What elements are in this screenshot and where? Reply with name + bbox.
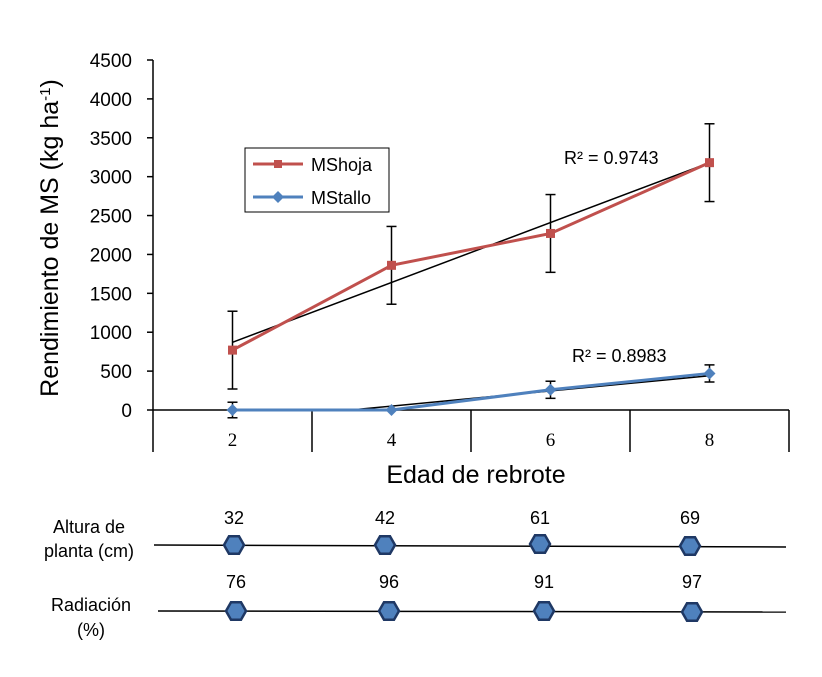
hexagon-marker-altura — [222, 535, 246, 555]
y-axis-title-sup: -1 — [37, 88, 54, 101]
value-label-altura: 61 — [530, 508, 550, 528]
y-axis-title-close: ) — [36, 79, 64, 87]
hexagon-marker-altura — [373, 535, 397, 555]
hexagon-marker-radiacion — [532, 601, 556, 621]
x-axis-title: Edad de rebrote — [386, 461, 565, 489]
legend-box — [244, 147, 390, 213]
series-line-mshoja — [231, 161, 711, 352]
r2-label-mshoja: R² = 0.9743 — [564, 148, 659, 168]
value-label-altura: 42 — [375, 508, 395, 528]
x-tick-label: 8 — [705, 430, 715, 451]
chart-axes — [152, 60, 790, 452]
y-tick-label: 1500 — [90, 284, 132, 305]
row-items-radiacion: 76 96 91 97 — [224, 572, 704, 622]
y-axis-title: Rendimiento de MS (kg ha-1) — [36, 79, 64, 397]
legend-label-mstallo: MStallo — [311, 188, 371, 208]
hexagon-marker-radiacion — [680, 602, 704, 622]
point-mstallo — [226, 404, 239, 416]
y-tick-label: 0 — [121, 401, 132, 422]
point-mstallo — [703, 367, 716, 380]
point-mshoja — [228, 345, 237, 355]
legend-label-mshoja: MShoja — [311, 155, 373, 175]
value-label-radiacion: 97 — [682, 572, 702, 592]
value-label-altura: 32 — [224, 508, 244, 528]
series-lines — [231, 161, 711, 412]
hexagon-marker-radiacion — [377, 601, 401, 621]
point-mshoja — [546, 228, 555, 238]
point-mstallo — [544, 383, 557, 396]
y-tick-label: 1000 — [90, 323, 132, 344]
y-tick-label: 4000 — [90, 90, 132, 111]
bottom-row-altura: Altura de planta (cm) 32 42 61 69 — [44, 508, 787, 561]
hexagon-marker-altura — [678, 536, 702, 556]
legend: MShoja MStallo — [244, 147, 390, 213]
legend-marker-mshoja — [274, 160, 282, 168]
y-axis-title-main: Rendimiento de MS (kg ha — [36, 101, 64, 397]
y-axis-ticks: 4500 4000 3500 3000 2500 2000 1500 1000 500 0 — [90, 51, 153, 422]
value-label-radiacion: 91 — [534, 572, 554, 592]
y-tick-label: 500 — [100, 362, 132, 383]
point-mshoja — [705, 158, 714, 168]
bottom-row-radiacion: Radiación (%) 76 96 91 97 — [51, 572, 787, 640]
row-label-radiacion-line2: (%) — [77, 620, 105, 640]
y-tick-label: 2500 — [90, 207, 132, 228]
row-label-radiacion-line1: Radiación — [51, 595, 131, 615]
row-label-altura-line1: Altura de — [53, 517, 125, 537]
series-line-mstallo — [232, 371, 710, 412]
point-mshoja — [387, 260, 396, 270]
hexagon-marker-altura — [528, 534, 552, 554]
trend-line-mshoja — [232, 161, 710, 344]
y-tick-label: 3000 — [90, 168, 132, 189]
x-tick-label: 6 — [546, 430, 556, 451]
value-label-radiacion: 96 — [379, 572, 399, 592]
row-label-altura-line2: planta (cm) — [44, 541, 134, 561]
y-tick-label: 2000 — [90, 245, 132, 266]
y-tick-label: 3500 — [90, 129, 132, 150]
y-tick-label: 4500 — [90, 51, 132, 72]
r2-label-mstallo: R² = 0.8983 — [572, 346, 667, 366]
value-label-radiacion: 76 — [226, 572, 246, 592]
x-tick-label: 4 — [387, 430, 397, 451]
row-items-altura: 32 42 61 69 — [222, 508, 702, 556]
point-mstallo — [385, 404, 398, 416]
x-tick-label: 2 — [228, 430, 238, 451]
value-label-altura: 69 — [680, 508, 700, 528]
x-axis-ticks: 2 4 6 8 — [228, 430, 715, 451]
hexagon-marker-radiacion — [224, 601, 248, 621]
legend-marker-mstallo — [272, 191, 284, 203]
series-markers — [226, 158, 716, 416]
